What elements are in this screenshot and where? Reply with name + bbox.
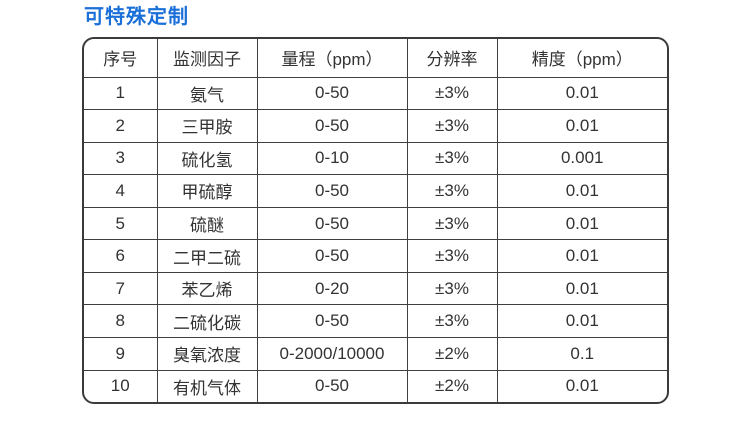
cell-resolution: ±2%: [406, 369, 498, 402]
cell-accuracy: 0.01: [496, 76, 667, 111]
table-row: 3 硫化氢 0-10 ±3% 0.001: [84, 141, 667, 176]
cell-resolution: ±3%: [406, 141, 498, 176]
table-row: 4 甲硫醇 0-50 ±3% 0.01: [84, 174, 667, 208]
page-title: 可特殊定制: [84, 6, 189, 28]
table-row: 2 三甲胺 0-50 ±3% 0.01: [84, 109, 667, 143]
cell-resolution: ±3%: [406, 239, 498, 273]
spec-table-frame: 序号 监测因子 量程（ppm） 分辨率 精度（ppm） 1 氨气 0-50 ±3…: [82, 37, 669, 404]
cell-accuracy: 0.1: [496, 337, 667, 371]
cell-factor: 臭氧浓度: [156, 337, 258, 371]
table-header-row: 序号 监测因子 量程（ppm） 分辨率 精度（ppm）: [84, 39, 667, 78]
cell-accuracy: 0.01: [496, 109, 667, 143]
cell-resolution: ±3%: [406, 109, 498, 143]
cell-accuracy: 0.01: [496, 206, 667, 241]
table-row: 5 硫醚 0-50 ±3% 0.01: [84, 206, 667, 241]
column-header-resolution: 分辨率: [406, 39, 498, 78]
cell-range: 0-50: [256, 304, 408, 338]
cell-index: 5: [84, 206, 158, 241]
table-row: 9 臭氧浓度 0-2000/10000 ±2% 0.1: [84, 337, 667, 371]
cell-index: 1: [84, 76, 158, 111]
cell-factor: 二甲二硫: [156, 239, 258, 273]
cell-index: 9: [84, 337, 158, 371]
cell-range: 0-50: [256, 76, 408, 111]
table-row: 1 氨气 0-50 ±3% 0.01: [84, 76, 667, 111]
cell-index: 10: [84, 369, 158, 402]
column-header-range: 量程（ppm）: [256, 39, 408, 78]
cell-factor: 三甲胺: [156, 109, 258, 143]
cell-range: 0-20: [256, 271, 408, 306]
cell-range: 0-2000/10000: [256, 337, 408, 371]
cell-range: 0-50: [256, 239, 408, 273]
cell-accuracy: 0.001: [496, 141, 667, 176]
cell-resolution: ±3%: [406, 206, 498, 241]
cell-range: 0-50: [256, 174, 408, 208]
cell-accuracy: 0.01: [496, 174, 667, 208]
spec-table: 序号 监测因子 量程（ppm） 分辨率 精度（ppm） 1 氨气 0-50 ±3…: [84, 39, 667, 402]
table-row: 7 苯乙烯 0-20 ±3% 0.01: [84, 271, 667, 306]
cell-factor: 有机气体: [156, 369, 258, 402]
cell-resolution: ±3%: [406, 174, 498, 208]
cell-range: 0-50: [256, 206, 408, 241]
cell-accuracy: 0.01: [496, 304, 667, 338]
cell-factor: 苯乙烯: [156, 271, 258, 306]
column-header-accuracy: 精度（ppm）: [496, 39, 667, 78]
cell-index: 2: [84, 109, 158, 143]
cell-range: 0-50: [256, 109, 408, 143]
column-header-index: 序号: [84, 39, 158, 78]
table-row: 10 有机气体 0-50 ±2% 0.01: [84, 369, 667, 402]
cell-range: 0-50: [256, 369, 408, 402]
cell-accuracy: 0.01: [496, 271, 667, 306]
cell-index: 4: [84, 174, 158, 208]
cell-resolution: ±3%: [406, 304, 498, 338]
cell-factor: 氨气: [156, 76, 258, 111]
cell-index: 7: [84, 271, 158, 306]
table-row: 8 二硫化碳 0-50 ±3% 0.01: [84, 304, 667, 338]
cell-range: 0-10: [256, 141, 408, 176]
cell-accuracy: 0.01: [496, 369, 667, 402]
cell-factor: 硫化氢: [156, 141, 258, 176]
cell-resolution: ±3%: [406, 271, 498, 306]
cell-resolution: ±2%: [406, 337, 498, 371]
cell-factor: 二硫化碳: [156, 304, 258, 338]
column-header-factor: 监测因子: [156, 39, 258, 78]
cell-index: 8: [84, 304, 158, 338]
cell-factor: 硫醚: [156, 206, 258, 241]
cell-factor: 甲硫醇: [156, 174, 258, 208]
cell-resolution: ±3%: [406, 76, 498, 111]
table-row: 6 二甲二硫 0-50 ±3% 0.01: [84, 239, 667, 273]
cell-index: 6: [84, 239, 158, 273]
cell-accuracy: 0.01: [496, 239, 667, 273]
cell-index: 3: [84, 141, 158, 176]
